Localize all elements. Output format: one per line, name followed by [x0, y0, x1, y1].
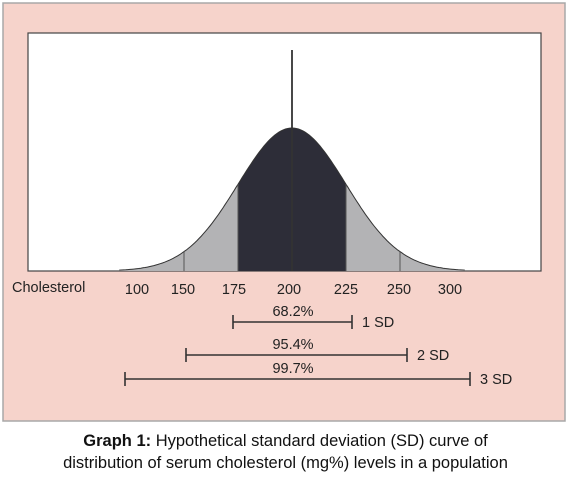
x-tick-label-175: 175	[222, 282, 246, 298]
sd-label-1: 1 SD	[362, 315, 394, 331]
caption-title: Graph 1:	[83, 432, 152, 450]
sd-percent-2: 95.4%	[272, 337, 313, 353]
x-axis-label: Cholesterol	[12, 280, 85, 296]
x-tick-label-150: 150	[171, 282, 195, 298]
x-tick-label-225: 225	[334, 282, 358, 298]
figure-caption: Graph 1: Hypothetical standard deviation…	[0, 430, 571, 474]
x-tick-label-200: 200	[277, 282, 301, 298]
sd-label-3: 3 SD	[480, 372, 512, 388]
sd-label-2: 2 SD	[417, 348, 449, 364]
bell-curve	[119, 50, 465, 271]
sd-range-bars: 68.2% 1 SD 95.4% 2 SD 99.7% 3 SD	[124, 304, 512, 388]
x-tick-label-300: 300	[438, 282, 462, 298]
caption-line2: distribution of serum cholesterol (mg%) …	[63, 454, 508, 472]
x-tick-label-250: 250	[387, 282, 411, 298]
x-tick-labels: 100 150 175 200 225 250 300	[125, 282, 462, 298]
x-tick-label-100: 100	[125, 282, 149, 298]
sd-percent-3: 99.7%	[272, 361, 313, 377]
sd-percent-1: 68.2%	[272, 304, 313, 320]
caption-line1: Hypothetical standard deviation (SD) cur…	[155, 432, 488, 450]
